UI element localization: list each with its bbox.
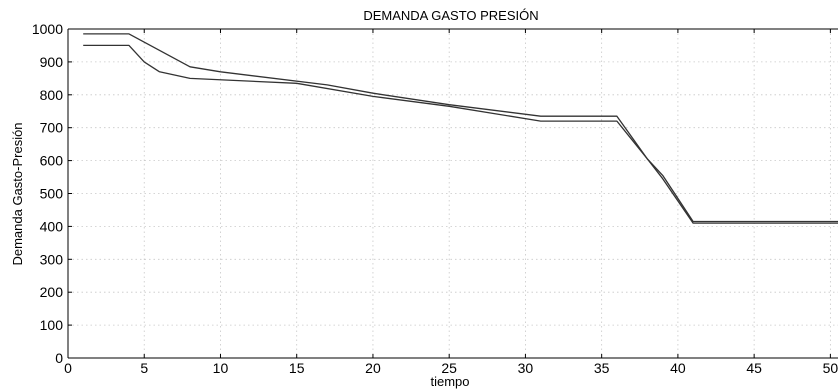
x-tick-label-2: 10 bbox=[213, 360, 229, 376]
y-tick-label-4: 400 bbox=[40, 218, 64, 234]
series-line-2 bbox=[83, 44, 838, 224]
series-group bbox=[83, 33, 838, 224]
y-ticks: 0 100 200 300 400 500 600 700 800 900 1000 bbox=[32, 21, 72, 366]
y-tick-label-7: 700 bbox=[40, 120, 64, 136]
x-tick-label-3: 15 bbox=[289, 360, 305, 376]
series-line-1 bbox=[83, 33, 838, 223]
y-tick-label-6: 600 bbox=[40, 153, 64, 169]
x-tick-label-9: 45 bbox=[746, 360, 762, 376]
grid bbox=[68, 28, 838, 358]
x-ticks: 0 5 10 15 20 25 30 35 40 45 50 bbox=[64, 29, 838, 376]
chart-title: DEMANDA GASTO PRESIÓN bbox=[363, 8, 538, 23]
y-tick-label-10: 1000 bbox=[32, 21, 63, 37]
y-axis-label: Demanda Gasto-Presión bbox=[10, 122, 25, 265]
y-tick-label-0: 0 bbox=[55, 350, 63, 366]
x-tick-label-1: 5 bbox=[140, 360, 148, 376]
x-tick-label-7: 35 bbox=[594, 360, 610, 376]
x-tick-label-0: 0 bbox=[64, 360, 72, 376]
y-tick-label-5: 500 bbox=[40, 186, 64, 202]
y-tick-label-9: 900 bbox=[40, 54, 64, 70]
y-tick-label-3: 300 bbox=[40, 251, 64, 267]
x-axis-label: tiempo bbox=[430, 374, 469, 389]
x-tick-label-4: 20 bbox=[365, 360, 381, 376]
y-tick-label-2: 200 bbox=[40, 284, 64, 300]
axes bbox=[67, 28, 838, 359]
y-tick-label-1: 100 bbox=[40, 317, 64, 333]
x-tick-label-6: 30 bbox=[518, 360, 534, 376]
y-tick-label-8: 800 bbox=[40, 87, 64, 103]
x-tick-label-8: 40 bbox=[670, 360, 686, 376]
x-tick-label-10: 50 bbox=[823, 360, 839, 376]
x-tick-label-5: 25 bbox=[441, 360, 457, 376]
